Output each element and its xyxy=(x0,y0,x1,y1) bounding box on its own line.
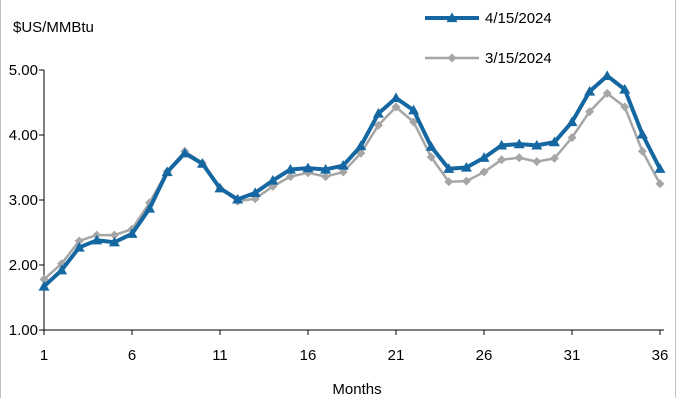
data-point xyxy=(655,179,665,189)
data-point xyxy=(620,102,630,112)
data-point xyxy=(56,264,68,275)
data-point xyxy=(109,230,119,240)
data-point xyxy=(514,153,524,163)
data-point xyxy=(390,92,402,103)
data-point xyxy=(391,102,401,112)
data-point xyxy=(179,147,191,158)
data-point xyxy=(108,236,120,247)
y-tick-label: 1.00 xyxy=(9,322,38,339)
data-point xyxy=(267,175,279,185)
x-tick-label: 11 xyxy=(212,347,228,364)
legend-marker xyxy=(447,53,457,63)
y-tick-label: 5.00 xyxy=(9,62,38,79)
data-point xyxy=(426,152,436,162)
data-point xyxy=(425,141,437,151)
data-point xyxy=(478,152,490,162)
data-point xyxy=(126,228,138,238)
data-point xyxy=(654,163,666,173)
data-point xyxy=(461,176,471,186)
data-point xyxy=(619,84,631,94)
x-tick-label: 6 xyxy=(128,347,136,364)
data-point xyxy=(144,202,156,213)
series-layer xyxy=(38,70,666,291)
x-tick-label: 21 xyxy=(388,347,405,364)
data-point xyxy=(636,128,648,139)
data-point xyxy=(91,234,103,245)
data-point xyxy=(285,172,295,182)
series-line xyxy=(43,92,662,281)
data-point xyxy=(532,157,542,167)
legend-entry: 3/15/2024 xyxy=(425,50,552,67)
data-point xyxy=(372,108,384,118)
data-point xyxy=(496,139,508,150)
data-point xyxy=(602,88,612,98)
data-point xyxy=(232,193,244,204)
data-point xyxy=(214,182,226,193)
data-point xyxy=(38,280,50,291)
data-point xyxy=(601,70,613,80)
data-point xyxy=(460,162,472,172)
data-point xyxy=(355,140,367,151)
x-tick-label: 16 xyxy=(300,347,317,364)
data-point xyxy=(337,160,349,170)
series-line xyxy=(42,73,662,288)
data-point xyxy=(513,138,525,149)
data-point xyxy=(567,133,577,143)
x-tick-label: 31 xyxy=(564,347,581,364)
legend-label: 4/15/2024 xyxy=(485,10,552,27)
data-point xyxy=(74,236,84,246)
x-tick-label: 1 xyxy=(40,347,48,364)
data-point xyxy=(479,167,489,177)
data-point xyxy=(497,155,507,165)
data-point xyxy=(409,117,419,127)
data-point xyxy=(637,146,647,156)
series-4-15-2024 xyxy=(38,70,666,291)
legend: 4/15/2024 3/15/2024 xyxy=(425,10,552,67)
y-tick-label: 3.00 xyxy=(9,192,38,209)
legend-label: 3/15/2024 xyxy=(485,50,552,67)
data-point xyxy=(320,163,332,174)
data-point xyxy=(566,116,578,127)
y-axis-title: $US/MMBtu xyxy=(13,19,94,36)
data-point xyxy=(39,274,49,284)
data-point xyxy=(584,85,596,96)
data-point xyxy=(549,153,559,163)
axes: 1.002.003.004.005.001 6 11 16 21 26 31 36 xyxy=(9,62,669,364)
legend-marker xyxy=(446,12,458,23)
data-point xyxy=(161,166,173,177)
data-point xyxy=(443,163,455,173)
data-point xyxy=(444,177,454,187)
data-point xyxy=(373,120,383,130)
data-point xyxy=(196,158,208,168)
x-tick-label: 26 xyxy=(476,347,493,364)
data-point xyxy=(284,163,296,174)
legend-entry: 4/15/2024 xyxy=(425,10,552,27)
data-point xyxy=(321,172,331,182)
data-point xyxy=(302,162,314,173)
x-axis-title: Months xyxy=(332,381,381,398)
data-point xyxy=(338,167,348,177)
y-tick-label: 2.00 xyxy=(9,257,38,274)
y-tick-label: 4.00 xyxy=(9,127,38,144)
data-point xyxy=(585,107,595,117)
data-point xyxy=(73,241,85,252)
data-point xyxy=(531,139,543,150)
data-point xyxy=(249,187,261,197)
data-point xyxy=(408,104,420,115)
data-point xyxy=(548,136,560,147)
x-tick-label: 36 xyxy=(652,347,669,364)
series-3-15-2024 xyxy=(39,88,665,284)
